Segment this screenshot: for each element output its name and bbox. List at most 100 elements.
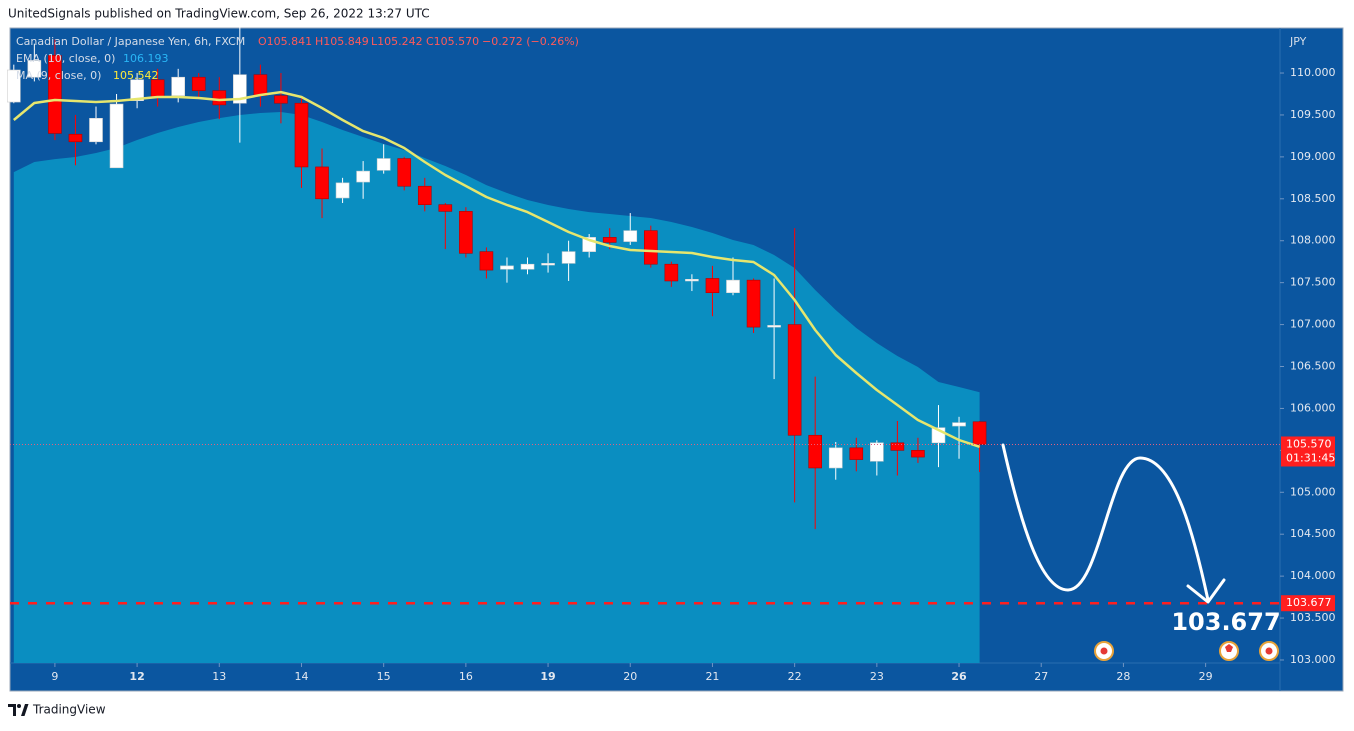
candle-body xyxy=(130,79,144,101)
candle-body xyxy=(191,76,206,91)
candle-body xyxy=(335,182,350,199)
x-tick-label: 22 xyxy=(788,670,802,683)
y-tick-label: 107.500 xyxy=(1290,276,1336,289)
y-tick-label: 103.500 xyxy=(1290,611,1336,624)
projection-arrow xyxy=(1001,443,1210,602)
y-tick-label: 110.000 xyxy=(1290,66,1336,79)
candle-body xyxy=(253,74,268,96)
x-tick-label: 29 xyxy=(1199,670,1213,683)
target-price-box xyxy=(1281,595,1335,612)
x-tick-label: 28 xyxy=(1116,670,1130,683)
candle-body xyxy=(27,60,42,78)
header: UnitedSignals published on TradingView.c… xyxy=(8,7,430,21)
candle-body xyxy=(89,118,103,143)
candle-body xyxy=(376,158,391,171)
candle-body xyxy=(459,211,473,254)
y-tick-label: 109.500 xyxy=(1290,108,1336,121)
x-tick-label: 14 xyxy=(294,670,308,683)
candle-body xyxy=(541,263,555,266)
y-tick-label: 109.000 xyxy=(1290,150,1336,163)
candle-body xyxy=(171,76,185,96)
candle-body xyxy=(828,447,843,469)
candle-body xyxy=(849,447,864,460)
candle-body xyxy=(520,263,535,270)
event-icon-dot xyxy=(1265,647,1273,655)
candle-body xyxy=(356,170,370,183)
candle-body xyxy=(705,278,720,294)
candle-body xyxy=(623,230,638,242)
x-tick-label: 13 xyxy=(212,670,226,683)
arrow-head xyxy=(1186,578,1226,604)
x-tick-label: 9 xyxy=(51,670,58,683)
x-tick-label: 20 xyxy=(623,670,637,683)
footer-logo xyxy=(8,704,29,716)
event-icons xyxy=(1094,641,1279,661)
x-tick-label: 21 xyxy=(705,670,719,683)
logo-part xyxy=(8,704,16,716)
ohlc-low: L105.242 xyxy=(371,35,423,48)
target-annotation: 103.677 xyxy=(1171,608,1280,636)
candle-body xyxy=(417,185,432,205)
x-tick-label: 16 xyxy=(459,670,473,683)
countdown-label: 01:31:45 xyxy=(1286,451,1335,464)
candle-body xyxy=(972,421,987,445)
candle-body xyxy=(500,265,514,270)
candle-body xyxy=(787,324,802,436)
candle-body xyxy=(685,279,699,282)
candle-body xyxy=(68,133,83,143)
logo-part xyxy=(21,704,29,716)
target-price-label: 103.677 xyxy=(1286,596,1332,609)
candle-body xyxy=(7,69,21,103)
y-tick-label: 107.000 xyxy=(1290,318,1336,331)
candle-body xyxy=(602,237,617,243)
y-tick-label: 104.000 xyxy=(1290,569,1336,582)
candle-body xyxy=(479,251,494,271)
candle-body xyxy=(911,450,925,458)
ma-legend-value: 105.542 xyxy=(113,69,159,82)
currency-label: JPY xyxy=(1289,35,1307,48)
last-price-label: 105.570 xyxy=(1286,437,1332,450)
x-tick-label: 19 xyxy=(540,670,555,683)
ma-legend: MA (9, close, 0) xyxy=(16,69,101,82)
ma-line xyxy=(13,90,980,448)
y-tick-label: 108.500 xyxy=(1290,192,1336,205)
candle-body xyxy=(726,279,740,294)
x-tick-label: 15 xyxy=(377,670,391,683)
candle-body xyxy=(767,325,781,328)
candle-body xyxy=(109,103,124,169)
candle-body xyxy=(48,55,62,134)
y-tick-label: 104.500 xyxy=(1290,527,1336,540)
x-tick-label: 26 xyxy=(951,670,967,683)
candle-body xyxy=(952,422,966,427)
y-tick-label: 103.000 xyxy=(1290,653,1336,666)
ema-legend: EMA (10, close, 0) xyxy=(16,52,115,65)
x-tick-label: 12 xyxy=(129,670,144,683)
candle-body xyxy=(294,102,309,168)
y-tick-label: 106.500 xyxy=(1290,360,1336,373)
candle-body xyxy=(664,263,679,282)
candle-body xyxy=(233,74,247,104)
candle-body xyxy=(212,90,227,106)
symbol-title: Canadian Dollar / Japanese Yen, 6h, FXCM xyxy=(16,35,245,48)
candle-body xyxy=(150,79,165,98)
ema-legend-value: 106.193 xyxy=(123,52,169,65)
y-tick-label: 108.000 xyxy=(1290,234,1336,247)
ema-area xyxy=(13,112,980,663)
ohlc-close: C105.570 xyxy=(426,35,479,48)
last-price-box xyxy=(1281,436,1335,467)
candle-body xyxy=(890,442,905,451)
candle-body xyxy=(644,230,658,265)
event-icon-dot xyxy=(1100,647,1108,655)
candle-body xyxy=(315,166,329,200)
logo-part xyxy=(17,704,21,708)
ohlc-high: H105.849 xyxy=(315,35,369,48)
ohlc-change: −0.272 (−0.26%) xyxy=(482,35,579,48)
candle-body xyxy=(438,204,453,212)
y-tick-label: 105.000 xyxy=(1290,485,1336,498)
event-icon-flag xyxy=(1225,644,1233,652)
x-tick-label: 27 xyxy=(1034,670,1048,683)
candle-body xyxy=(397,158,412,187)
y-tick-label: 106.000 xyxy=(1290,401,1336,414)
